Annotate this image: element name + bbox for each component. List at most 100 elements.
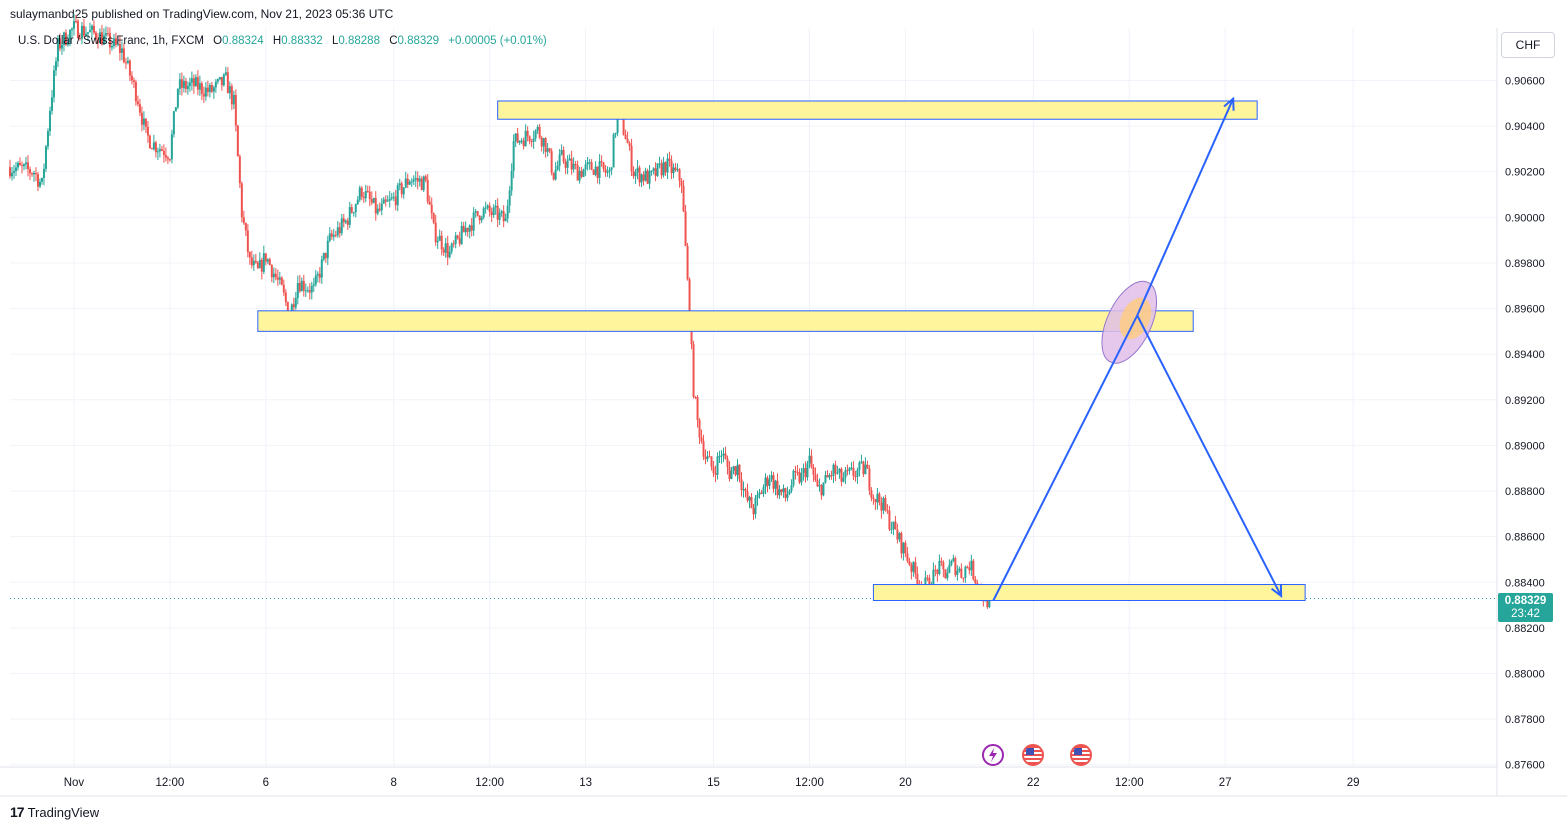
candle-body — [568, 158, 571, 161]
candle-body — [606, 171, 609, 173]
candle-body — [666, 158, 669, 173]
zone-middle — [257, 310, 1194, 332]
candle-body — [548, 148, 551, 152]
candle-body — [162, 150, 165, 155]
high-value: 0.88332 — [281, 35, 323, 47]
candle-body — [570, 158, 573, 170]
candle-body — [74, 20, 77, 22]
candle-body — [386, 200, 389, 202]
candle-body — [504, 218, 507, 222]
candle-body — [512, 141, 515, 171]
candle-body — [212, 87, 215, 92]
candle-body — [88, 30, 91, 33]
candle-body — [762, 487, 765, 494]
candle-body — [396, 185, 399, 206]
candle-body — [910, 564, 913, 572]
candle-body — [586, 162, 589, 165]
candle-body — [492, 207, 495, 216]
candle-body — [26, 162, 29, 170]
candle-body — [822, 482, 825, 496]
candle-body — [848, 468, 851, 471]
candle-body — [192, 78, 195, 87]
candle-body — [498, 212, 501, 220]
candle-body — [804, 468, 807, 478]
candle-body — [434, 222, 437, 243]
candle-body — [202, 93, 205, 97]
candle-body — [870, 490, 873, 498]
price-tick-label: 0.90400 — [1505, 121, 1545, 133]
candle-body — [598, 161, 601, 178]
candle-body — [750, 497, 753, 509]
candle-body — [530, 141, 533, 143]
price-tick-label: 0.89800 — [1505, 258, 1545, 270]
candle-body — [368, 191, 371, 200]
candle-body — [426, 180, 429, 202]
candle-body — [692, 344, 695, 397]
candle-body — [326, 240, 329, 259]
candle-body — [558, 154, 561, 166]
candle-body — [410, 181, 413, 183]
candle-body — [784, 488, 787, 498]
symbol-name: U.S. Dollar / Swiss Franc, 1h, FXCM — [18, 35, 204, 47]
footer: 17 TradingView — [10, 804, 99, 824]
candle-body — [60, 44, 63, 49]
arrow-head — [1270, 583, 1283, 598]
time-tick-label: 22 — [1027, 777, 1040, 789]
candle-body — [340, 218, 343, 234]
candle-body — [398, 183, 401, 186]
currency-button[interactable]: CHF — [1501, 32, 1555, 58]
candle-body — [320, 259, 323, 278]
candle-body — [600, 161, 603, 163]
candle-body — [628, 143, 631, 146]
candle-body — [92, 25, 95, 33]
candle-body — [936, 569, 939, 574]
candle-body — [232, 94, 235, 105]
candle-body — [200, 83, 203, 94]
candle-body — [114, 38, 117, 45]
candle-body — [318, 273, 321, 278]
grid — [10, 28, 1497, 767]
candle-body — [300, 280, 303, 292]
candle-body — [940, 560, 943, 563]
candle-body — [306, 290, 309, 292]
candle-body — [268, 259, 271, 265]
candle-body — [208, 85, 211, 93]
candle-body — [450, 243, 453, 252]
candle-body — [744, 489, 747, 492]
price-tick-label: 0.89000 — [1505, 440, 1545, 452]
candle-body — [864, 464, 867, 475]
candle-body — [698, 419, 701, 438]
candle-body — [24, 162, 27, 165]
bar-countdown: 23:42 — [1511, 608, 1540, 620]
candle-body — [116, 44, 119, 46]
candle-body — [266, 259, 269, 262]
candle-body — [422, 176, 425, 191]
candle-body — [32, 172, 35, 175]
candle-body — [830, 475, 833, 477]
candle-body — [912, 562, 915, 572]
candle-body — [38, 181, 41, 187]
candle-body — [758, 492, 761, 495]
candle-body — [420, 178, 423, 191]
us-flag-icon[interactable] — [1070, 744, 1093, 766]
candle-body — [554, 169, 557, 180]
lightning-icon[interactable] — [982, 744, 1005, 766]
candle-body — [914, 562, 917, 574]
candle-body — [582, 169, 585, 177]
candle-body — [724, 453, 727, 459]
candle-body — [96, 39, 99, 44]
candle-body — [14, 167, 17, 172]
candle-body — [514, 133, 517, 142]
candle-body — [808, 455, 811, 464]
candle-body — [950, 561, 953, 565]
candle-body — [442, 249, 445, 253]
candle-body — [236, 125, 239, 157]
candle-body — [78, 38, 81, 40]
us-flag-icon[interactable] — [1022, 744, 1045, 766]
candle-body — [164, 154, 167, 158]
candle-body — [958, 568, 961, 571]
candle-body — [294, 298, 297, 308]
symbol-legend: U.S. Dollar / Swiss Franc, 1h, FXCM O0.8… — [18, 35, 547, 47]
candle-body — [460, 225, 463, 244]
